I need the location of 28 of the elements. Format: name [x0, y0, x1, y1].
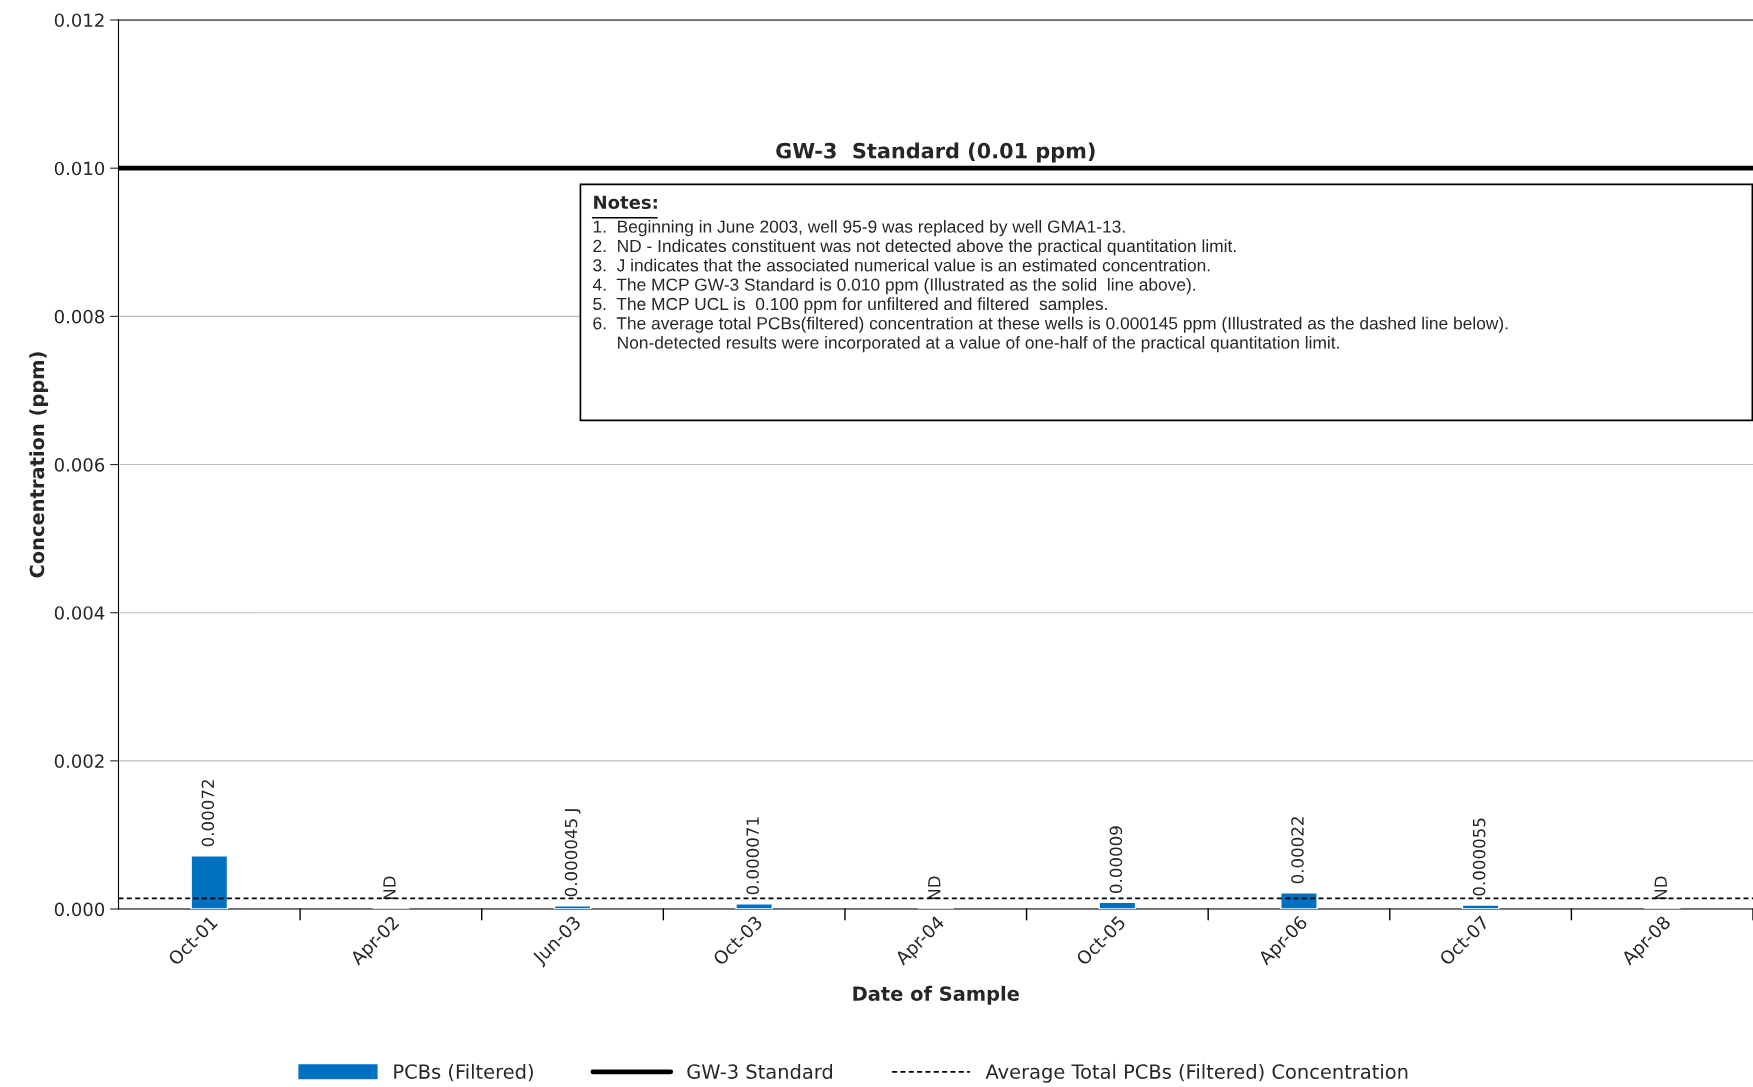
data-label: 0.000055 — [1472, 818, 1486, 896]
y-tick-label: 0.012 — [54, 13, 104, 28]
legend-label: PCBs (Filtered) — [394, 1063, 533, 1082]
bar — [1461, 904, 1500, 910]
bar — [190, 855, 229, 910]
bar — [553, 905, 592, 910]
text: ND — [1654, 876, 1667, 900]
y-axis-title: Concentration (ppm) — [29, 352, 49, 578]
data-label: 0.000071 — [746, 817, 759, 895]
legend-label: Average Total PCBs (Filtered) Concentration — [985, 1063, 1408, 1083]
data-label: 0.00072 — [201, 780, 215, 847]
bar — [1098, 901, 1137, 910]
y-tick-label: 0.004 — [54, 606, 105, 620]
annotation: 1. Beginning in June 2003, well 95-9 was replaced by well GMA1-13. 2. ND - Indicates constituent was not detected above the practical quantitation limit. 3. J indicates that the associated numerical value is an estimated concentration. 4. The MCP GW-3 Standard is 0.010 ppm (Illustrated as the solid line above). 5. The MCP UCL is 0.100 ppm for unfiltered and filtered samples. 6. The average total PCBs(filtered) concentration at these wells is 0.000145 ppm (Illustrated as the dashed line below). Non-detected results were incorporated at a value of one-half of the practical quantitation limit. — [592, 220, 1508, 353]
data-label: 0.00009 — [1109, 826, 1123, 893]
text: ND — [383, 876, 396, 900]
annotation: Notes: — [594, 195, 657, 210]
legend-label: GW-3 Standard — [687, 1063, 833, 1079]
y-tick-label: 0.002 — [54, 754, 104, 768]
data-label: 0.000045 J — [564, 809, 581, 897]
annotation: GW-3 Standard (0.01 ppm) — [776, 142, 1095, 163]
data-label: 0.00022 — [1291, 817, 1304, 884]
y-tick-label: 0.000 — [54, 902, 105, 917]
y-tick-label: 0.006 — [54, 457, 105, 472]
x-axis-title: Date of Sample — [853, 985, 1019, 1005]
bar — [735, 903, 773, 910]
y-tick-label: 0.010 — [54, 161, 105, 176]
y-tick-label: 0.008 — [54, 309, 105, 324]
